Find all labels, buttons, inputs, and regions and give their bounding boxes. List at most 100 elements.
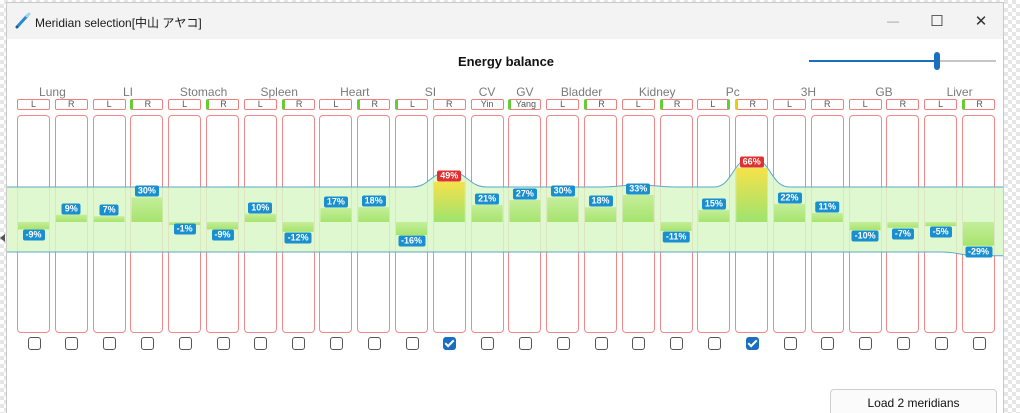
side-label-pc-l: L xyxy=(697,99,731,110)
value-badge: -12% xyxy=(284,232,312,244)
side-label-gb-l: L xyxy=(848,99,882,110)
meridian-bar xyxy=(963,222,994,246)
meridian-bar xyxy=(698,209,730,222)
select-checkbox-stomach-l[interactable] xyxy=(178,337,192,350)
meridian-bar xyxy=(396,222,427,236)
meridian-bar xyxy=(471,204,503,222)
select-checkbox-lung-l[interactable] xyxy=(27,337,41,350)
value-badge: 66% xyxy=(739,156,764,168)
minimize-button[interactable]: — xyxy=(871,3,915,39)
value-badge: -7% xyxy=(891,228,914,240)
side-label-si-l: L xyxy=(395,99,428,110)
meridian-bar xyxy=(18,222,49,230)
select-checkbox-gv-yang[interactable] xyxy=(518,337,532,350)
side-label-cv-yin: Yin xyxy=(470,99,504,110)
select-checkbox-liver-r[interactable] xyxy=(972,337,986,350)
side-label-bladder-r: R xyxy=(584,99,617,110)
select-checkbox-liver-l[interactable] xyxy=(934,337,948,350)
side-label-lung-l: L xyxy=(17,99,50,110)
meridian-name-spleen: Spleen xyxy=(260,85,298,99)
side-label-spleen-l: L xyxy=(243,99,277,110)
select-checkbox-cv-yin[interactable] xyxy=(481,337,495,350)
close-button[interactable]: ✕ xyxy=(959,3,1003,39)
side-label-kidney-r: R xyxy=(659,99,693,110)
meridian-bar xyxy=(509,199,541,222)
load-meridians-button[interactable]: Load 2 meridians xyxy=(830,389,997,413)
value-badge: -1% xyxy=(173,223,196,235)
select-checkbox-spleen-l[interactable] xyxy=(254,337,268,350)
side-label-liver-l: L xyxy=(924,99,958,110)
value-badge: -11% xyxy=(662,231,690,243)
select-checkbox-gb-l[interactable] xyxy=(859,337,873,350)
meridian-name-li: LI xyxy=(122,85,133,99)
value-badge: 7% xyxy=(99,204,119,216)
meridian-name-cv: CV xyxy=(478,85,496,99)
side-label-stomach-l: L xyxy=(168,99,202,110)
side-label-heart-l: L xyxy=(319,99,353,110)
value-badge: 15% xyxy=(701,198,726,210)
select-checkbox-3h-r[interactable] xyxy=(821,337,835,350)
select-checkbox-heart-l[interactable] xyxy=(329,337,343,350)
side-label-3h-r: R xyxy=(810,99,844,110)
meridian-bar xyxy=(433,181,465,222)
select-checkbox-pc-r[interactable] xyxy=(745,337,759,350)
meridian-bar xyxy=(207,222,238,230)
slider-fill xyxy=(809,60,938,62)
meridian-bar xyxy=(244,213,276,222)
side-label-spleen-r: R xyxy=(281,99,315,110)
meridian-name-pc: Pc xyxy=(725,85,740,99)
meridian-name-stomach: Stomach xyxy=(179,85,228,99)
select-checkbox-3h-l[interactable] xyxy=(783,337,797,350)
value-badge: 18% xyxy=(588,195,613,207)
value-badge: 49% xyxy=(437,170,462,182)
select-checkbox-spleen-r[interactable] xyxy=(292,337,306,350)
value-badge: 10% xyxy=(248,202,273,214)
meridian-name-kidney: Kidney xyxy=(638,85,676,99)
select-checkbox-li-l[interactable] xyxy=(103,337,117,350)
meridian-bar xyxy=(547,197,579,222)
meridian-bar xyxy=(320,208,352,222)
meridian-bar xyxy=(660,222,692,232)
value-badge: 22% xyxy=(777,192,802,204)
meridian-bar xyxy=(736,167,768,222)
minimize-icon: — xyxy=(887,14,899,28)
value-badge: 30% xyxy=(134,185,159,197)
meridian-name-lung: Lung xyxy=(39,85,66,99)
meridian-bar xyxy=(55,214,87,222)
title-bar: Meridian selection[中山 アヤコ] — ☐ ✕ xyxy=(7,3,1003,39)
side-label-kidney-l: L xyxy=(621,99,655,110)
select-checkbox-bladder-l[interactable] xyxy=(556,337,570,350)
select-checkbox-pc-l[interactable] xyxy=(707,337,721,350)
energy-balance-title: Energy balance xyxy=(457,54,555,69)
select-checkbox-si-l[interactable] xyxy=(405,337,419,350)
energy-band xyxy=(7,157,1003,257)
value-badge: -9% xyxy=(22,229,45,241)
select-checkbox-si-r[interactable] xyxy=(443,337,457,350)
select-checkbox-kidney-l[interactable] xyxy=(632,337,646,350)
maximize-button[interactable]: ☐ xyxy=(915,3,959,39)
energy-slider[interactable] xyxy=(809,52,996,70)
meridian-bar xyxy=(925,222,957,227)
select-checkbox-stomach-r[interactable] xyxy=(216,337,230,350)
meridian-bar xyxy=(358,207,390,222)
close-icon: ✕ xyxy=(974,13,988,30)
window-title: Meridian selection[中山 アヤコ] xyxy=(35,16,202,30)
select-checkbox-heart-r[interactable] xyxy=(367,337,381,350)
side-label-gv-yang: Yang xyxy=(508,99,542,110)
select-checkbox-kidney-r[interactable] xyxy=(670,337,684,350)
meridian-bar xyxy=(282,222,314,232)
value-badge: 30% xyxy=(550,185,575,197)
meridian-bar xyxy=(811,212,843,222)
select-checkbox-li-r[interactable] xyxy=(140,337,154,350)
app-pen-icon xyxy=(15,12,31,29)
slider-thumb[interactable] xyxy=(934,52,941,70)
select-checkbox-bladder-r[interactable] xyxy=(594,337,608,350)
select-checkbox-gb-r[interactable] xyxy=(896,337,910,350)
meridian-name-liver: Liver xyxy=(946,85,973,99)
value-badge: -29% xyxy=(964,246,993,258)
meridian-name-3h: 3H xyxy=(800,85,817,99)
value-badge: 11% xyxy=(815,201,840,213)
select-checkbox-lung-r[interactable] xyxy=(65,337,79,350)
meridian-bar xyxy=(774,203,805,222)
side-label-lung-r: R xyxy=(54,99,88,110)
